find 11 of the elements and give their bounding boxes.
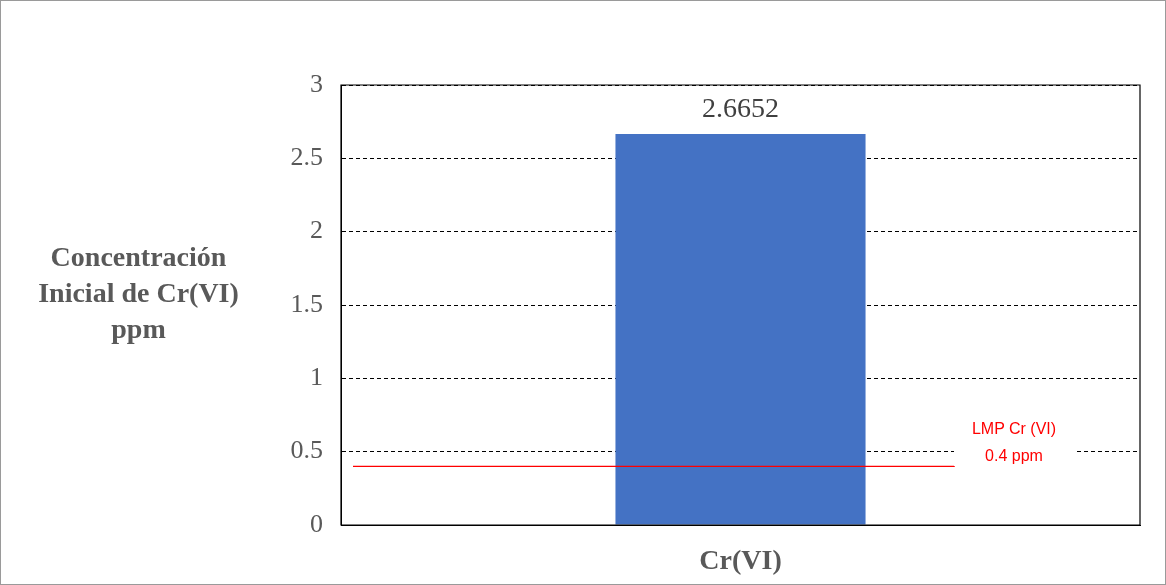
y-tick-label: 3 [310, 68, 323, 98]
data-label: 2.6652 [702, 92, 779, 124]
y-tick-label: 1.5 [290, 288, 323, 318]
ref-line-label: LMP Cr (VI) 0.4 ppm [971, 419, 1057, 464]
y-tick-label: 0 [310, 508, 323, 538]
x-tick-label: Cr(VI) [699, 544, 782, 576]
y-tick-label: 2 [310, 215, 323, 245]
y-tick-label: 2.5 [290, 142, 323, 172]
y-tick-label: 0.5 [290, 435, 323, 465]
y-axis-title: Concentración Inicial de Cr(VI) ppm [37, 240, 240, 346]
y-tick-label: 1 [310, 362, 323, 392]
